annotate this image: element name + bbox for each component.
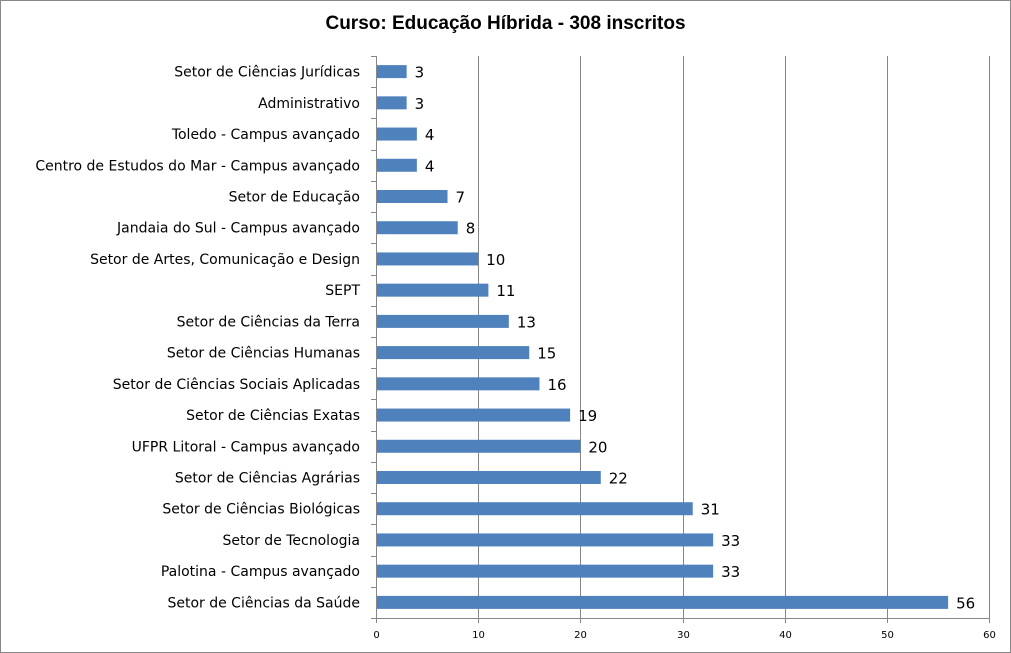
data-label: 22 (609, 470, 628, 488)
bar (377, 439, 581, 453)
category-label: Jandaia do Sul - Campus avançado (116, 221, 360, 237)
x-tick-labels: 0 10 20 30 40 50 60 (373, 630, 996, 641)
bar (377, 408, 571, 422)
bar (377, 502, 693, 516)
data-label: 16 (547, 376, 566, 394)
bar (377, 533, 714, 547)
data-label: 4 (425, 157, 435, 175)
category-label: Setor de Artes, Comunicação e Design (90, 252, 360, 268)
bar (377, 314, 509, 328)
data-label: 31 (701, 501, 720, 519)
data-label: 4 (425, 126, 435, 144)
axes (371, 56, 990, 623)
data-label: 33 (721, 563, 740, 581)
bar (377, 346, 530, 360)
category-label: UFPR Litoral - Campus avançado (132, 439, 360, 455)
data-label: 10 (486, 251, 505, 269)
category-label: Palotina - Campus avançado (161, 564, 360, 580)
data-label: 56 (956, 594, 975, 612)
data-label: 19 (578, 407, 597, 425)
category-label: Setor de Educação (229, 190, 360, 206)
category-label: Setor de Tecnologia (223, 533, 360, 549)
x-tick-label: 10 (472, 630, 485, 641)
x-tick-label: 20 (574, 630, 587, 641)
category-label: Setor de Ciências Humanas (167, 346, 360, 362)
bar (377, 190, 448, 203)
x-tick-label: 40 (779, 630, 792, 641)
category-label: Setor de Ciências da Terra (177, 314, 360, 330)
gridlines (478, 56, 990, 618)
bar (377, 564, 714, 578)
x-tick-label: 30 (677, 630, 690, 641)
data-label: 20 (588, 438, 607, 456)
data-label: 33 (721, 532, 740, 550)
chart-title: Curso: Educação Híbrida - 308 inscritos (325, 13, 686, 34)
data-label: 3 (415, 64, 425, 82)
data-label: 11 (496, 282, 515, 300)
category-label: Setor de Ciências da Saúde (167, 595, 360, 611)
x-tick-label: 0 (373, 630, 379, 641)
category-label: SEPT (325, 283, 360, 299)
bar (377, 221, 458, 235)
category-label: Administrativo (258, 96, 360, 112)
data-label: 15 (537, 345, 556, 363)
data-label: 13 (517, 313, 536, 331)
category-label: Setor de Ciências Agrárias (175, 471, 360, 487)
category-label: Centro de Estudos do Mar - Campus avança… (35, 158, 360, 174)
x-tick-label: 50 (881, 630, 894, 641)
x-tick-label: 60 (983, 630, 996, 641)
bar (377, 127, 417, 141)
bar (377, 471, 601, 484)
category-label: Setor de Ciências Sociais Aplicadas (113, 377, 360, 393)
bar (377, 96, 407, 110)
bar (377, 252, 479, 266)
category-label: Setor de Ciências Jurídicas (174, 65, 360, 81)
bar (377, 65, 407, 79)
bar (377, 595, 949, 609)
bar (377, 377, 540, 391)
bars (377, 65, 949, 609)
data-label: 7 (456, 189, 466, 207)
category-label: Setor de Ciências Exatas (186, 408, 360, 424)
bar (377, 283, 489, 297)
bar (377, 158, 417, 172)
category-labels: Setor de Ciências Jurídicas Administrativ… (35, 65, 360, 612)
data-label: 8 (466, 220, 476, 238)
data-label: 3 (415, 95, 425, 113)
category-label: Toledo - Campus avançado (171, 127, 360, 143)
category-label: Setor de Ciências Biológicas (162, 502, 360, 518)
